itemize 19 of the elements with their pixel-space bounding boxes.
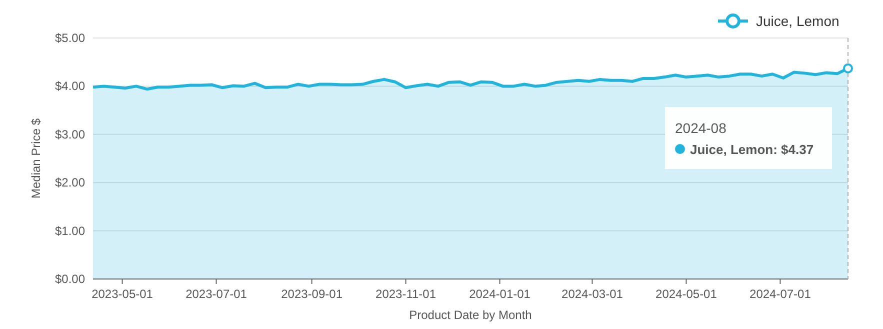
annotation: Juice, Lemon: $4.37 [690,142,814,157]
x-tick-label: 2024-03-01 [562,287,624,301]
y-axis-title: Median Price $ [29,118,43,199]
y-tick-label: $3.00 [54,127,86,142]
y-tick-label: $1.00 [54,224,86,238]
x-tick-label: 2023-05-01 [92,287,154,301]
y-tick-label: $2.00 [54,176,86,190]
x-tick-label: 2023-11-01 [376,287,436,301]
legend-label: Juice, Lemon [756,13,840,29]
x-tick-label: 2023-09-01 [281,287,343,301]
y-tick-label: $5.00 [54,31,86,45]
y-tick-label: $0.00 [54,272,86,286]
y-tick-label: $4.00 [54,79,86,94]
x-tick-label: 2024-05-01 [656,287,718,301]
x-tick-label: 2023-07-01 [186,287,248,301]
x-axis-title: Product Date by Month [409,308,532,322]
annotation: 2024-08 [675,120,727,136]
x-tick-label: 2024-01-01 [469,287,531,301]
x-tick-label: 2024-07-01 [750,287,812,301]
